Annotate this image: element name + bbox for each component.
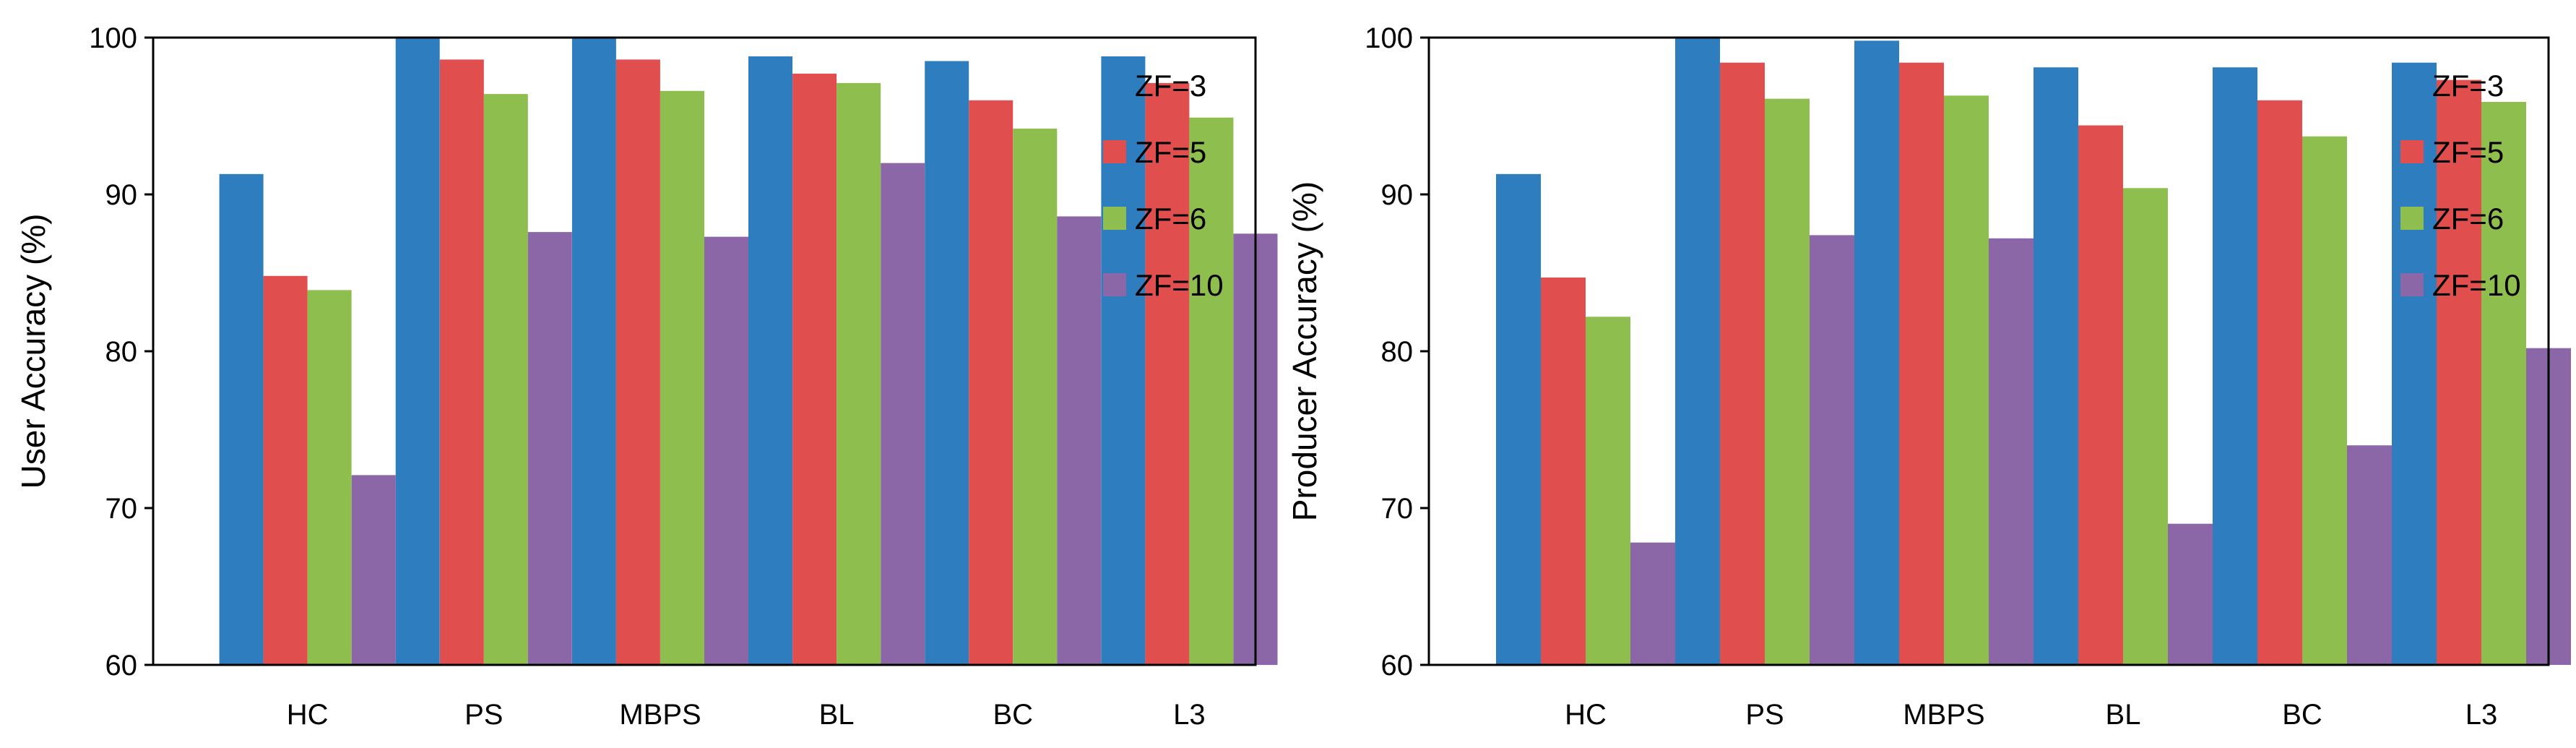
- bar-hc-zf-3: [1496, 173, 1541, 666]
- legend-label-zf-3: ZF=3: [1135, 69, 1206, 103]
- legend-label-zf-5: ZF=5: [1135, 135, 1206, 169]
- y-tick-label: 80: [1381, 336, 1414, 368]
- legend-label-zf-5: ZF=5: [2432, 135, 2504, 169]
- y-tick-label: 100: [89, 22, 137, 54]
- bar-ps-zf-10: [1810, 235, 1854, 665]
- y-tick-label: 70: [105, 493, 138, 525]
- bar-ps-zf-6: [1765, 98, 1810, 666]
- bar-bc-zf-6: [1013, 128, 1058, 665]
- bar-l3-zf-5: [1145, 82, 1190, 665]
- bar-bc-zf-5: [2257, 100, 2302, 666]
- bar-mbps-zf-6: [1944, 95, 1989, 666]
- y-tick-label: 80: [105, 336, 138, 368]
- legend-label-zf-10: ZF=10: [2432, 268, 2521, 302]
- bar-mbps-zf-5: [1899, 62, 1944, 665]
- bar-bc-zf-10: [1057, 216, 1102, 665]
- x-tick-label-mbps: MBPS: [619, 699, 701, 731]
- bar-bc-zf-6: [2302, 136, 2347, 665]
- bar-hc-zf-6: [307, 290, 352, 665]
- bar-hc-zf-3: [219, 173, 264, 666]
- bar-mbps-zf-10: [1989, 238, 2033, 665]
- bar-bl-zf-6: [837, 82, 881, 665]
- bar-l3-zf-5: [2437, 79, 2481, 666]
- bar-ps-zf-10: [527, 232, 572, 666]
- legend-label-zf-6: ZF=6: [2432, 202, 2504, 236]
- legend-swatch-zf-3: [2400, 74, 2424, 97]
- x-tick-label-bl: BL: [819, 699, 855, 731]
- y-axis-title: User Accuracy (%): [14, 214, 52, 489]
- bar-ps-zf-3: [395, 38, 440, 665]
- bar-ps-zf-6: [483, 94, 528, 666]
- bar-l3-zf-6: [1189, 117, 1234, 665]
- bar-mbps-zf-10: [704, 236, 748, 666]
- legend-swatch-zf-10: [2400, 273, 2424, 296]
- bar-bl-zf-3: [2033, 67, 2078, 665]
- bar-hc-zf-5: [263, 275, 308, 665]
- bar-mbps-zf-5: [615, 59, 660, 665]
- bar-bl-zf-6: [2123, 188, 2168, 665]
- x-tick-label-ps: PS: [464, 699, 503, 731]
- bar-bl-zf-10: [2168, 523, 2213, 665]
- x-tick-label-l3: L3: [1173, 699, 1206, 731]
- bar-bl-zf-10: [881, 163, 925, 666]
- bar-bl-zf-3: [748, 56, 792, 665]
- bar-ps-zf-5: [439, 59, 484, 665]
- bar-l3-zf-6: [2481, 102, 2526, 665]
- bar-mbps-zf-6: [660, 90, 704, 666]
- bar-ps-zf-5: [1720, 62, 1765, 665]
- bar-bc-zf-3: [2213, 67, 2257, 665]
- x-tick-label-ps: PS: [1745, 699, 1784, 731]
- x-tick-label-hc: HC: [1565, 699, 1607, 731]
- x-tick-label-bc: BC: [993, 699, 1034, 731]
- y-axis-title: Producer Accuracy (%): [1286, 181, 1323, 521]
- bar-ps-zf-3: [1675, 38, 1720, 665]
- bar-bl-zf-5: [2078, 125, 2123, 665]
- x-tick-label-bc: BC: [2282, 699, 2322, 731]
- y-tick-label: 100: [1365, 22, 1413, 54]
- y-tick-label: 70: [1381, 493, 1414, 525]
- legend-swatch-zf-6: [2400, 207, 2424, 230]
- bar-bl-zf-5: [792, 73, 837, 665]
- legend-swatch-zf-3: [1103, 74, 1126, 97]
- producer-accuracy-chart: 60 70 80 90 100 HC PS MBPS BL BC L3 Producer Accura…: [1286, 22, 2571, 731]
- y-tick-label: 90: [1381, 179, 1414, 211]
- bar-hc-zf-10: [1630, 542, 1675, 665]
- bar-hc-zf-6: [1586, 317, 1630, 665]
- legend-swatch-zf-5: [1103, 140, 1126, 163]
- bar-hc-zf-10: [351, 475, 396, 665]
- legend-swatch-zf-6: [1103, 207, 1126, 230]
- legend-swatch-zf-10: [1103, 273, 1126, 296]
- bar-bc-zf-10: [2347, 445, 2392, 665]
- bar-bc-zf-5: [969, 100, 1013, 666]
- legend-swatch-zf-5: [2400, 140, 2424, 163]
- bar-hc-zf-5: [1541, 278, 1586, 665]
- x-tick-label-mbps: MBPS: [1903, 699, 1984, 731]
- x-tick-label-hc: HC: [287, 699, 329, 731]
- y-tick-label: 60: [1381, 650, 1414, 682]
- y-tick-label: 60: [105, 650, 138, 682]
- bar-mbps-zf-3: [571, 38, 616, 665]
- bar-bc-zf-3: [925, 61, 969, 665]
- x-tick-label-bl: BL: [2106, 699, 2141, 731]
- legend-label-zf-6: ZF=6: [1135, 202, 1206, 236]
- bar-mbps-zf-3: [1854, 40, 1899, 666]
- user-accuracy-chart: 60 70 80 90 100 HC PS MBPS BL BC L3 User Accuracy (…: [14, 22, 1278, 731]
- x-tick-label-l3: L3: [2465, 699, 2498, 731]
- legend-label-zf-10: ZF=10: [1135, 268, 1224, 302]
- y-tick-label: 90: [105, 179, 138, 211]
- legend-label-zf-3: ZF=3: [2432, 69, 2504, 103]
